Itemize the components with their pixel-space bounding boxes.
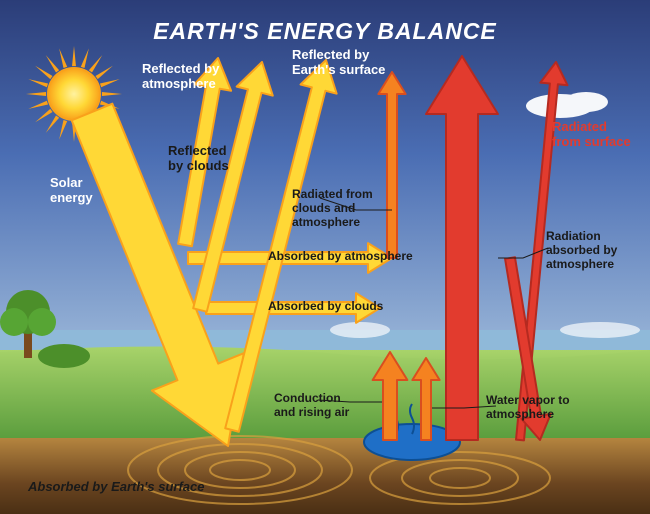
label-radiated-clouds-atmo: Radiated from clouds and atmosphere	[292, 188, 373, 229]
label-reflected-surface: Reflected by Earth's surface	[292, 48, 385, 78]
label-radiated-surface: Radiated from surface	[552, 120, 631, 150]
soil	[0, 438, 650, 514]
label-conduction: Conduction and rising air	[274, 392, 349, 420]
label-reflected-atmosphere: Reflected by atmosphere	[142, 62, 219, 92]
diagram-stage: EARTH'S ENERGY BALANCE Solar energy Refl…	[0, 0, 650, 514]
label-absorbed-clouds: Absorbed by clouds	[268, 300, 383, 314]
label-absorbed-atmosphere: Absorbed by atmosphere	[268, 250, 413, 264]
label-absorbed-surface: Absorbed by Earth's surface	[28, 480, 204, 495]
diagram-title: EARTH'S ENERGY BALANCE	[140, 18, 510, 45]
label-solar-energy: Solar energy	[50, 176, 93, 206]
label-radiation-absorbed-atmo: Radiation absorbed by atmosphere	[546, 230, 617, 271]
bush	[38, 344, 90, 368]
label-reflected-clouds: Reflected by clouds	[168, 144, 229, 174]
label-water-vapor: Water vapor to atmosphere	[486, 394, 570, 422]
